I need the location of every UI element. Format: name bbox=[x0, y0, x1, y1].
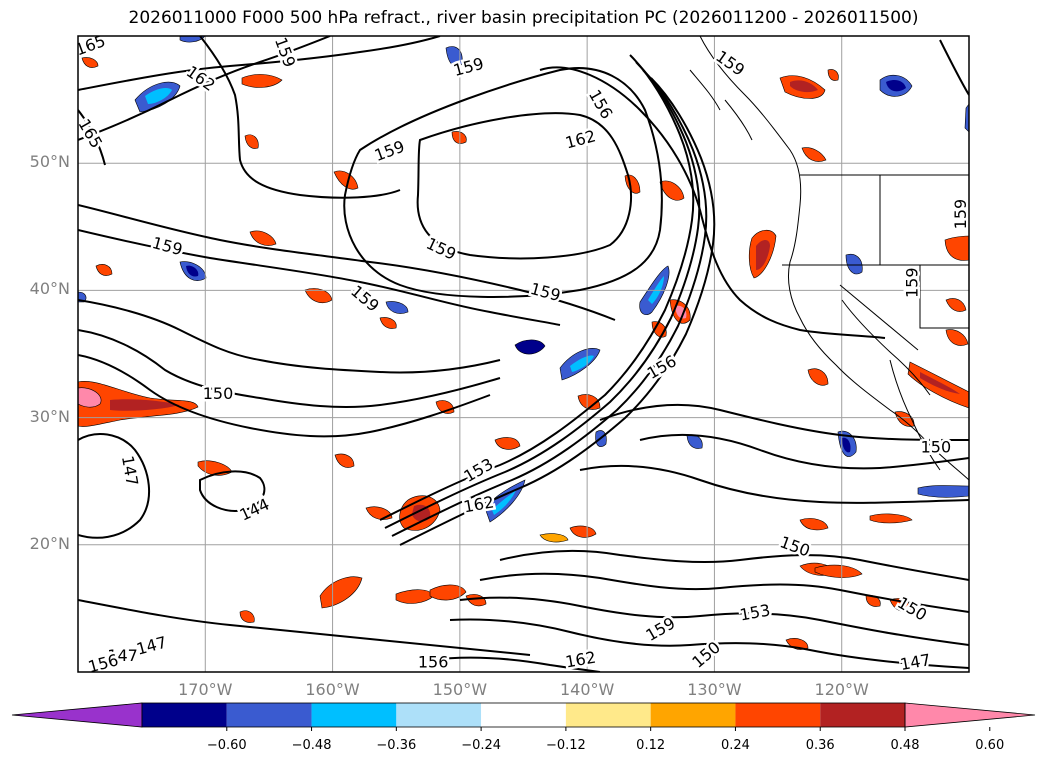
colorbar-segment bbox=[226, 703, 312, 727]
colorbar-tick-label: 0.12 bbox=[636, 738, 666, 753]
colorbar-tick-label: −0.60 bbox=[206, 738, 247, 753]
colorbar bbox=[11, 702, 1036, 731]
colorbar-segment bbox=[311, 703, 397, 727]
colorbar-tick-label: 0.48 bbox=[890, 738, 920, 753]
contour-label: 156 bbox=[86, 650, 120, 676]
contour-label: 147 bbox=[107, 646, 138, 665]
longitude-label: 130°W bbox=[687, 680, 742, 699]
colorbar-tick-label: −0.12 bbox=[545, 738, 586, 753]
contour-label-halo: 156 bbox=[418, 653, 449, 672]
contour-label: 159 bbox=[951, 199, 970, 230]
refractivity-contours bbox=[78, 36, 969, 672]
contour-label-halo: 150 bbox=[921, 438, 952, 457]
colorbar-segment bbox=[481, 703, 566, 727]
latitude-label: 20°N bbox=[29, 533, 70, 553]
colorbar-frame bbox=[141, 702, 906, 728]
colorbar-segment bbox=[565, 703, 651, 727]
longitude-label: 140°W bbox=[559, 680, 615, 699]
map-frame bbox=[77, 35, 970, 673]
longitude-label: 120°W bbox=[814, 680, 869, 699]
latitude-label: 40°N bbox=[29, 279, 70, 299]
colorbar-tick-label: −0.36 bbox=[376, 738, 417, 753]
colorbar-tick-label: 0.60 bbox=[975, 738, 1005, 753]
contour-label: 147 bbox=[899, 650, 932, 674]
latitude-label: 30°N bbox=[29, 406, 70, 426]
colorbar-tick-label: −0.24 bbox=[461, 738, 502, 753]
colorbar-segment bbox=[735, 703, 821, 727]
map-content: 1651651621621591591651651591591561561591… bbox=[78, 36, 970, 676]
colorbar-tick-label: 0.36 bbox=[805, 738, 835, 753]
colorbar-extend-high bbox=[904, 702, 1036, 728]
colorbar-extend-low bbox=[11, 702, 143, 728]
contour-label: 150 bbox=[921, 438, 952, 457]
contour-label: 156 bbox=[418, 653, 449, 672]
contour-label-halo: 150 bbox=[203, 384, 234, 403]
colorbar-segment bbox=[650, 703, 736, 727]
longitude-label: 160°W bbox=[305, 680, 360, 699]
contour-label-halo: 159 bbox=[902, 267, 921, 298]
longitude-label: 150°W bbox=[432, 680, 488, 699]
longitude-label: 170°W bbox=[178, 680, 233, 699]
contour-label-halo: 159 bbox=[951, 199, 970, 230]
colorbar-segment bbox=[820, 703, 905, 727]
figure-title: 2026011000 F000 500 hPa refract., river … bbox=[128, 8, 919, 28]
colorbar-segment bbox=[142, 703, 227, 727]
colorbar-tick-label: −0.48 bbox=[291, 738, 332, 753]
latitude-label: 50°N bbox=[29, 152, 70, 172]
contour-label: 150 bbox=[203, 384, 234, 403]
contour-label: 159 bbox=[902, 267, 921, 298]
coastlines bbox=[689, 36, 969, 481]
colorbar-tick-label: 0.24 bbox=[720, 738, 750, 753]
contour-label-halo: 147 bbox=[107, 646, 138, 665]
colorbar-segment bbox=[396, 703, 482, 727]
